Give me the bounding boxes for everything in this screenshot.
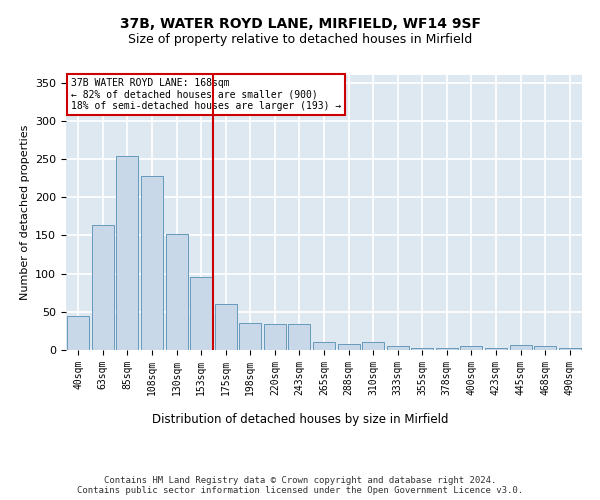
Bar <box>289 324 310 350</box>
Y-axis label: Number of detached properties: Number of detached properties <box>20 125 29 300</box>
Bar <box>386 346 409 350</box>
Text: Size of property relative to detached houses in Mirfield: Size of property relative to detached ho… <box>128 32 472 46</box>
Bar <box>215 304 237 350</box>
Bar <box>239 324 262 350</box>
Bar <box>313 342 335 350</box>
Text: Contains HM Land Registry data © Crown copyright and database right 2024.
Contai: Contains HM Land Registry data © Crown c… <box>77 476 523 495</box>
Bar <box>141 176 163 350</box>
Text: 37B, WATER ROYD LANE, MIRFIELD, WF14 9SF: 37B, WATER ROYD LANE, MIRFIELD, WF14 9SF <box>119 18 481 32</box>
Bar <box>92 226 114 350</box>
Bar <box>116 156 139 350</box>
Bar <box>509 346 532 350</box>
Bar <box>436 348 458 350</box>
Text: 37B WATER ROYD LANE: 168sqm
← 82% of detached houses are smaller (900)
18% of se: 37B WATER ROYD LANE: 168sqm ← 82% of det… <box>71 78 341 111</box>
Bar <box>362 342 384 350</box>
Bar <box>190 278 212 350</box>
Text: Distribution of detached houses by size in Mirfield: Distribution of detached houses by size … <box>152 412 448 426</box>
Bar <box>460 346 482 350</box>
Bar <box>264 324 286 350</box>
Bar <box>559 348 581 350</box>
Bar <box>338 344 359 350</box>
Bar <box>67 316 89 350</box>
Bar <box>534 346 556 350</box>
Bar <box>166 234 188 350</box>
Bar <box>485 348 507 350</box>
Bar <box>411 348 433 350</box>
